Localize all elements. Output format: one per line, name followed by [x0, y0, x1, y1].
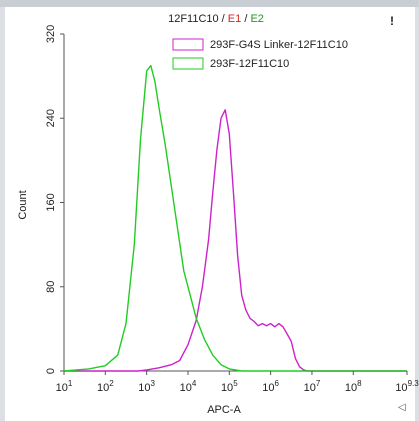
window-frame-left: [0, 7, 5, 421]
y-tick-label: 240: [45, 109, 57, 127]
x-tick-label: 101: [56, 379, 73, 394]
legend-label-1: 293F-G4S Linker-12F11C10: [210, 39, 348, 51]
exclamation-icon: !: [390, 14, 394, 28]
x-tick-label: 107: [304, 379, 321, 394]
x-axis-label: APC-A: [207, 404, 241, 416]
x-tick-label: 103: [138, 379, 155, 394]
x-axis-ticks: 101 102 103 104 105 106 107 108 109.3: [56, 371, 419, 394]
series-line-2: [63, 64, 407, 372]
window-frame-right: [415, 7, 419, 421]
series-layer: [63, 64, 407, 372]
x-tick-label: 104: [180, 379, 197, 394]
chart-title-part: /: [241, 13, 248, 25]
x-tick-label: 106: [262, 379, 279, 394]
x-tick-label: 108: [345, 379, 362, 394]
legend-label-2: 293F-12F11C10: [210, 58, 289, 70]
y-tick-label: 0: [45, 368, 57, 374]
series-line-1: [64, 109, 407, 372]
chart-title-part: E1: [225, 13, 242, 25]
plot-area: [64, 34, 407, 371]
x-tick-label: 105: [221, 379, 238, 394]
scroll-left-arrow-icon[interactable]: ◁: [398, 402, 406, 413]
y-axis-label: Count: [17, 190, 29, 219]
chart-title-part: 12F11C10 /: [168, 13, 226, 25]
legend-swatch-1: [172, 38, 204, 51]
legend-swatch-2: [172, 57, 204, 70]
y-tick-label: 320: [45, 25, 57, 43]
y-tick-label: 160: [45, 193, 57, 211]
window-frame-top: [0, 0, 419, 7]
chart-title-part: E2: [247, 13, 264, 25]
y-axis-ticks: 0 80 160 240 320: [45, 25, 64, 374]
x-tick-label: 102: [97, 379, 114, 394]
x-tick-label: 109.3: [395, 379, 419, 394]
legend: 293F-G4S Linker-12F11C10 293F-12F11C10: [172, 38, 348, 70]
chart-title: 12F11C10 / E1 / E2: [168, 13, 264, 25]
y-tick-label: 80: [45, 281, 57, 293]
